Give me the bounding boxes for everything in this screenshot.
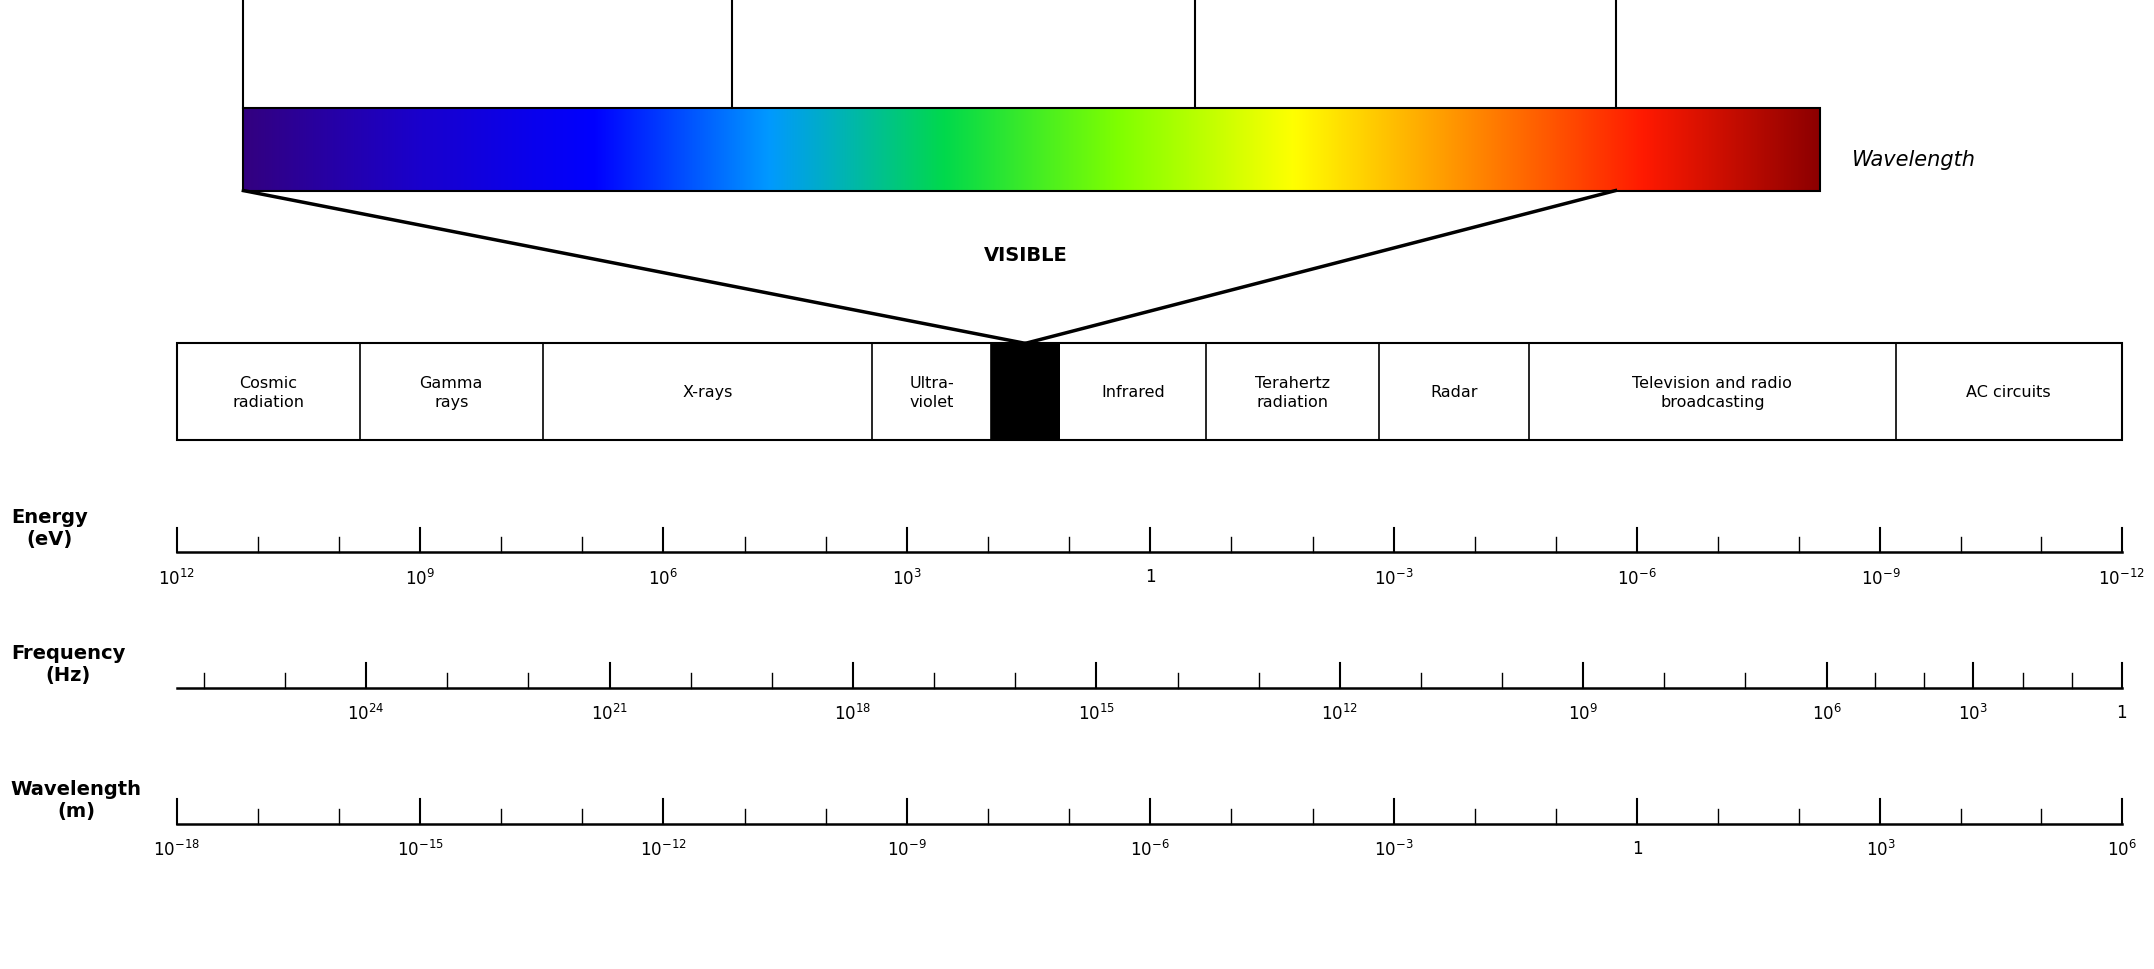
Text: 10$^{6}$: 10$^{6}$ xyxy=(2107,839,2137,860)
Bar xyxy=(243,109,1820,192)
Bar xyxy=(177,344,2122,441)
Text: 10$^{9}$: 10$^{9}$ xyxy=(1568,703,1598,724)
Text: VISIBLE: VISIBLE xyxy=(984,245,1066,265)
Text: 10$^{-6}$: 10$^{-6}$ xyxy=(1131,839,1170,860)
Text: 10$^{-3}$: 10$^{-3}$ xyxy=(1374,839,1413,860)
Text: Cosmic
radiation: Cosmic radiation xyxy=(233,376,304,409)
Text: Wavelength: Wavelength xyxy=(1852,150,1977,170)
Text: Frequency
(Hz): Frequency (Hz) xyxy=(11,643,125,684)
Text: 10$^{3}$: 10$^{3}$ xyxy=(1865,839,1896,860)
Text: AC circuits: AC circuits xyxy=(1967,385,2051,400)
Text: 1: 1 xyxy=(2117,703,2126,722)
Text: 10$^{12}$: 10$^{12}$ xyxy=(157,568,196,588)
Text: 1: 1 xyxy=(1146,568,1155,586)
Text: Gamma
rays: Gamma rays xyxy=(420,376,482,409)
Text: 10$^{6}$: 10$^{6}$ xyxy=(648,568,679,588)
Text: 10$^{-12}$: 10$^{-12}$ xyxy=(640,839,687,860)
Text: 10$^{24}$: 10$^{24}$ xyxy=(347,703,386,724)
Text: X-rays: X-rays xyxy=(683,385,732,400)
Text: 10$^{-18}$: 10$^{-18}$ xyxy=(153,839,200,860)
Text: 10$^{9}$: 10$^{9}$ xyxy=(405,568,435,588)
Text: Ultra-
violet: Ultra- violet xyxy=(909,376,954,409)
Text: Infrared: Infrared xyxy=(1101,385,1165,400)
Text: 10$^{-9}$: 10$^{-9}$ xyxy=(1861,568,1900,588)
Text: 10$^{15}$: 10$^{15}$ xyxy=(1077,703,1116,724)
Text: 10$^{3}$: 10$^{3}$ xyxy=(892,568,922,588)
Text: 10$^{3}$: 10$^{3}$ xyxy=(1958,703,1988,724)
Text: Energy
(eV): Energy (eV) xyxy=(11,508,88,548)
Text: 10$^{-15}$: 10$^{-15}$ xyxy=(396,839,444,860)
Text: 10$^{6}$: 10$^{6}$ xyxy=(1812,703,1842,724)
Text: Radar: Radar xyxy=(1430,385,1478,400)
Bar xyxy=(991,344,1060,441)
Text: 10$^{-9}$: 10$^{-9}$ xyxy=(887,839,926,860)
Text: Terahertz
radiation: Terahertz radiation xyxy=(1256,376,1329,409)
Text: 10$^{-3}$: 10$^{-3}$ xyxy=(1374,568,1413,588)
Text: 10$^{-12}$: 10$^{-12}$ xyxy=(2098,568,2145,588)
Text: Wavelength
(m): Wavelength (m) xyxy=(11,779,142,820)
Text: 10$^{18}$: 10$^{18}$ xyxy=(834,703,872,724)
Text: 10$^{-6}$: 10$^{-6}$ xyxy=(1618,568,1656,588)
Text: 10$^{21}$: 10$^{21}$ xyxy=(590,703,629,724)
Text: 1: 1 xyxy=(1633,839,1641,858)
Text: Television and radio
broadcasting: Television and radio broadcasting xyxy=(1633,376,1792,409)
Text: 10$^{12}$: 10$^{12}$ xyxy=(1320,703,1359,724)
